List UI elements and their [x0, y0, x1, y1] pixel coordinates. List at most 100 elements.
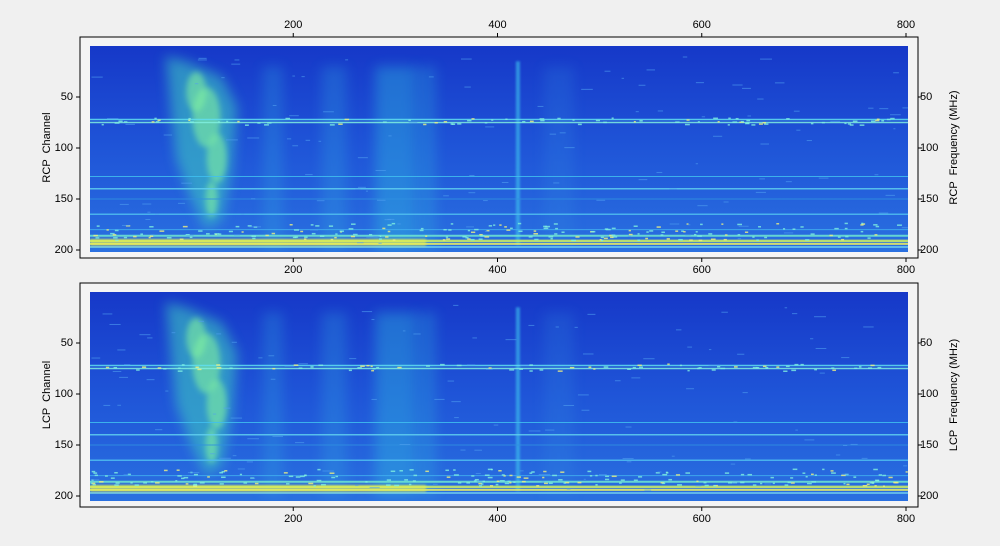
speckle — [671, 455, 675, 457]
speckle — [408, 119, 411, 122]
speckle — [323, 111, 334, 113]
speckle — [542, 476, 545, 479]
speckle — [348, 228, 354, 230]
speckle — [523, 477, 529, 479]
speckle — [694, 233, 697, 236]
speckle — [679, 364, 683, 367]
speckle — [595, 119, 601, 122]
speckle — [300, 230, 304, 233]
speckle — [133, 235, 137, 238]
speckle — [235, 225, 240, 228]
speckle — [231, 341, 237, 343]
x-tick-label: 800 — [897, 264, 915, 276]
speckle — [552, 474, 557, 477]
y-axis-label: LCP Channel — [41, 361, 53, 429]
speckle — [741, 87, 751, 89]
speckle — [549, 133, 557, 135]
speckle — [214, 233, 220, 235]
speckle — [561, 231, 565, 233]
speckle — [563, 404, 575, 406]
speckle — [474, 478, 479, 481]
speckle — [675, 121, 680, 123]
speckle — [685, 472, 691, 474]
speckle — [219, 457, 231, 459]
speckle — [175, 480, 178, 482]
speckle — [723, 201, 729, 203]
speckle — [534, 238, 539, 241]
speckle — [193, 483, 198, 486]
speckle — [462, 235, 467, 238]
speckle — [877, 366, 882, 369]
speckle — [529, 364, 533, 366]
speckle — [792, 468, 798, 471]
speckle — [682, 56, 688, 58]
y2-tick-label: 200 — [920, 244, 938, 256]
speckle — [230, 417, 243, 419]
speckle — [783, 370, 788, 372]
speckle — [764, 483, 772, 485]
speckle — [518, 230, 523, 233]
speckle — [178, 367, 181, 369]
speckle — [811, 481, 817, 483]
speckle — [600, 236, 604, 239]
x-tick-label: 400 — [488, 264, 506, 276]
speckle — [770, 476, 774, 479]
speckle — [557, 370, 563, 372]
speckle — [321, 483, 326, 486]
speckle — [810, 338, 814, 340]
speckle — [193, 473, 198, 476]
speckle — [697, 235, 702, 237]
speckle — [794, 363, 799, 366]
speckle — [732, 481, 740, 483]
speckle — [698, 239, 703, 242]
speckle — [412, 480, 416, 482]
speckle — [627, 368, 632, 370]
speckle — [505, 339, 517, 341]
speckle — [792, 228, 796, 230]
speckle — [249, 226, 262, 228]
speckle — [790, 477, 794, 479]
speckle — [303, 238, 307, 240]
speckle — [843, 445, 848, 447]
speckle — [96, 225, 100, 227]
speckle — [392, 239, 396, 241]
speckle — [631, 377, 641, 379]
speckle — [861, 457, 868, 459]
speckle — [655, 472, 660, 474]
y2-axis-label: RCP Frequency (MHz) — [948, 90, 960, 204]
speckle — [378, 235, 382, 238]
speckle — [609, 234, 613, 237]
speckle — [821, 121, 825, 124]
speckle — [478, 238, 483, 240]
speckle — [487, 468, 492, 471]
speckle — [893, 72, 899, 74]
speckle — [795, 429, 798, 431]
speckle — [752, 484, 757, 486]
speckle — [598, 474, 607, 476]
speckle — [765, 366, 769, 369]
speckle — [318, 140, 322, 142]
speckle — [762, 365, 767, 368]
speckle — [870, 120, 876, 123]
speckle — [866, 483, 870, 486]
speckle — [669, 223, 680, 225]
speckle — [247, 225, 252, 227]
speckle — [103, 404, 111, 406]
speckle — [703, 481, 707, 484]
speckle — [860, 224, 864, 226]
speckle — [247, 137, 260, 139]
speckle — [466, 226, 474, 228]
speckle — [740, 481, 745, 484]
speckle — [727, 124, 730, 126]
speckle — [854, 367, 858, 370]
x-tick-label: 600 — [693, 513, 711, 525]
speckle — [599, 239, 602, 241]
speckle — [239, 473, 243, 476]
speckle — [357, 367, 362, 369]
speckle — [638, 179, 648, 181]
speckle — [537, 105, 544, 107]
speckle — [752, 366, 758, 369]
speckle — [376, 199, 386, 201]
speckle — [365, 190, 368, 192]
speckle — [744, 231, 749, 233]
